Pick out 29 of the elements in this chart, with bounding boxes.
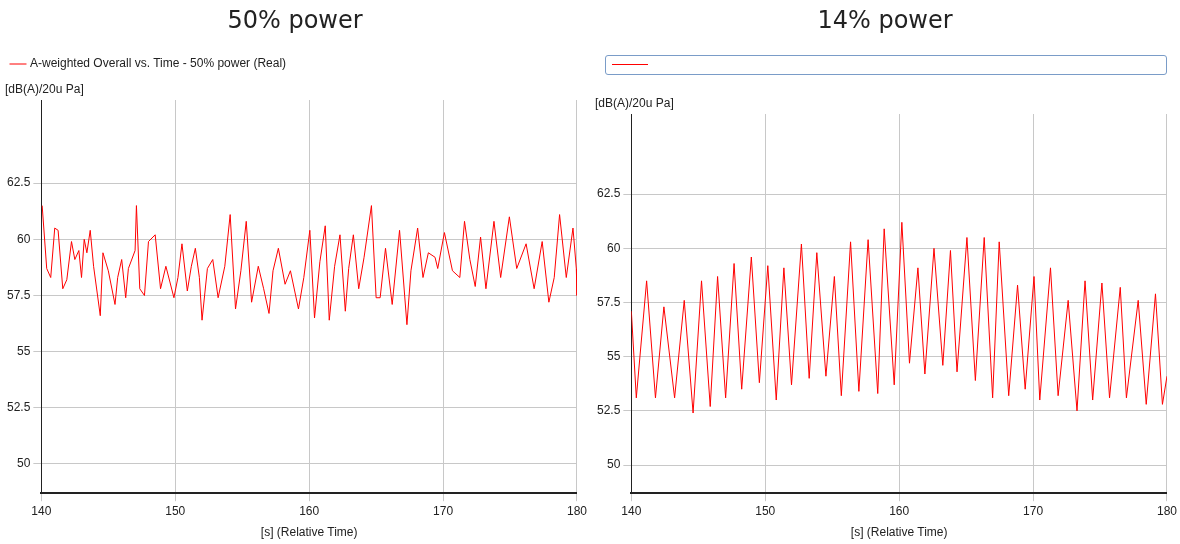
y-tick-label: 50: [607, 457, 621, 472]
x-tick-label: 180: [1156, 503, 1178, 518]
x-tick-label: 150: [755, 503, 776, 518]
y-axis-title: [dB(A)/20u Pa]: [5, 82, 84, 97]
x-tick-label: 150: [165, 503, 186, 518]
y-tick-label: 55: [17, 343, 31, 358]
legend-label: A-weighted Overall vs. Time - 50% power (Real): [30, 56, 287, 71]
y-tick-label: 52.5: [597, 403, 621, 418]
y-tick-label: 57.5: [597, 294, 621, 309]
y-tick-label: 60: [607, 240, 621, 255]
y-tick-label: 62.5: [597, 186, 621, 201]
y-tick-label: 60: [17, 231, 31, 246]
x-axis-title: [s] (Relative Time): [850, 525, 948, 540]
y-tick-label: 52.5: [7, 400, 31, 415]
y-tick-label: 55: [607, 349, 621, 363]
x-tick-label: 180: [566, 503, 588, 518]
chart-title: 14% power: [816, 6, 954, 34]
x-tick-label: 140: [621, 503, 642, 518]
x-tick-label: 140: [31, 503, 52, 518]
y-tick-label: 57.5: [7, 287, 31, 302]
y-axis-title: [dB(A)/20u Pa]: [595, 96, 674, 111]
x-tick-label: 160: [889, 503, 910, 518]
x-tick-label: 170: [433, 503, 454, 518]
y-tick-label: 50: [17, 456, 31, 471]
x-tick-label: 160: [299, 503, 320, 518]
chart-title: 50% power: [226, 6, 364, 34]
y-tick-label: 62.5: [7, 175, 31, 190]
x-axis-title: [s] (Relative Time): [260, 525, 358, 540]
x-tick-label: 170: [1023, 503, 1044, 518]
